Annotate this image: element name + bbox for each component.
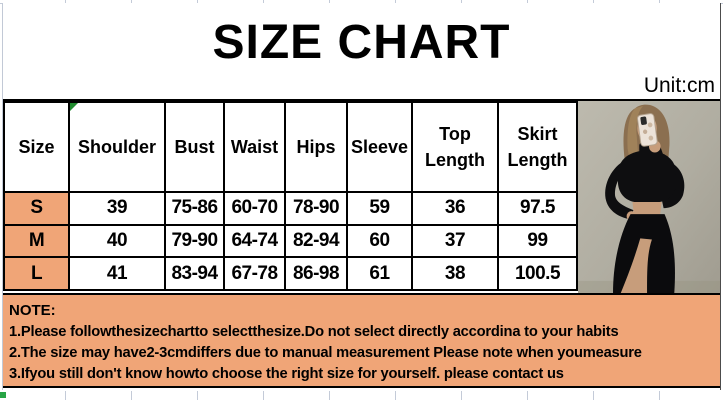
header-row: Size Shoulder Bust Waist Hips Sleeve Top… xyxy=(3,101,578,193)
value-cell: 36 xyxy=(411,191,499,226)
value-cell: 41 xyxy=(68,256,166,291)
selection-fill-handle xyxy=(0,392,6,398)
model-photo xyxy=(578,101,720,293)
column-header-size: Size xyxy=(3,101,70,193)
value-cell: 59 xyxy=(346,191,413,226)
column-header-label: Top Length xyxy=(425,123,485,170)
column-header-bust: Bust xyxy=(164,101,225,193)
column-header-label: Skirt Length xyxy=(507,123,568,170)
size-cell: S xyxy=(3,191,70,226)
value-cell: 78-90 xyxy=(284,191,348,226)
column-header-hips: Hips xyxy=(284,101,348,193)
unit-label: Unit:cm xyxy=(643,74,715,97)
value-cell: 79-90 xyxy=(164,223,225,259)
column-header-label: Hips xyxy=(296,136,336,157)
value-cell: 99 xyxy=(497,223,578,259)
value-cell: 40 xyxy=(68,223,166,259)
spreadsheet-gridline-strip-bottom xyxy=(0,391,723,400)
sheet-area: SIZE CHART Unit:cm Size Shoulder Bust Wa… xyxy=(2,3,721,390)
size-cell: L xyxy=(3,256,70,291)
value-cell: 61 xyxy=(346,256,413,291)
value-cell: 97.5 xyxy=(497,191,578,226)
column-header-shoulder: Shoulder xyxy=(68,101,166,193)
table-and-photo-row: Size Shoulder Bust Waist Hips Sleeve Top… xyxy=(3,99,720,293)
size-cell: M xyxy=(3,223,70,259)
value-cell: 38 xyxy=(411,256,499,291)
column-header-label: Sleeve xyxy=(350,136,409,157)
note-box: NOTE: 1.Please followthesizechartto sele… xyxy=(3,293,720,388)
column-header-label: Waist xyxy=(230,136,279,157)
note-line-3: 3.Ifyou still don't know howto choose th… xyxy=(9,365,564,382)
note-heading: NOTE: xyxy=(9,302,56,319)
column-header-sleeve: Sleeve xyxy=(346,101,413,193)
note-line-2: 2.The size may have2-3cmdiffers due to m… xyxy=(9,344,642,361)
title-area: SIZE CHART Unit:cm xyxy=(3,3,720,99)
table-row-s: S 39 75-86 60-70 78-90 59 36 97.5 xyxy=(3,191,578,226)
value-cell: 67-78 xyxy=(223,256,286,291)
column-header-skirt-length: Skirt Length xyxy=(497,101,578,193)
column-header-label: Bust xyxy=(174,136,215,157)
cell-error-indicator-icon xyxy=(71,104,78,111)
value-cell: 60-70 xyxy=(223,191,286,226)
value-cell: 75-86 xyxy=(164,191,225,226)
page-title: SIZE CHART xyxy=(212,16,511,69)
mirror-selfie-illustration xyxy=(578,101,720,293)
table-row-m: M 40 79-90 64-74 82-94 60 37 99 xyxy=(3,223,578,259)
value-cell: 100.5 xyxy=(497,256,578,291)
value-cell: 37 xyxy=(411,223,499,259)
note-line-1: 1.Please followthesizechartto selectthes… xyxy=(9,323,619,340)
column-header-label: Size xyxy=(18,136,55,157)
column-header-top-length: Top Length xyxy=(411,101,499,193)
table-row-l: L 41 83-94 67-78 86-98 61 38 100.5 xyxy=(3,256,578,291)
value-cell: 60 xyxy=(346,223,413,259)
value-cell: 83-94 xyxy=(164,256,225,291)
value-cell: 64-74 xyxy=(223,223,286,259)
value-cell: 86-98 xyxy=(284,256,348,291)
value-cell: 39 xyxy=(68,191,166,226)
size-table: Size Shoulder Bust Waist Hips Sleeve Top… xyxy=(3,101,578,291)
column-header-waist: Waist xyxy=(223,101,286,193)
value-cell: 82-94 xyxy=(284,223,348,259)
column-header-label: Shoulder xyxy=(77,136,156,157)
